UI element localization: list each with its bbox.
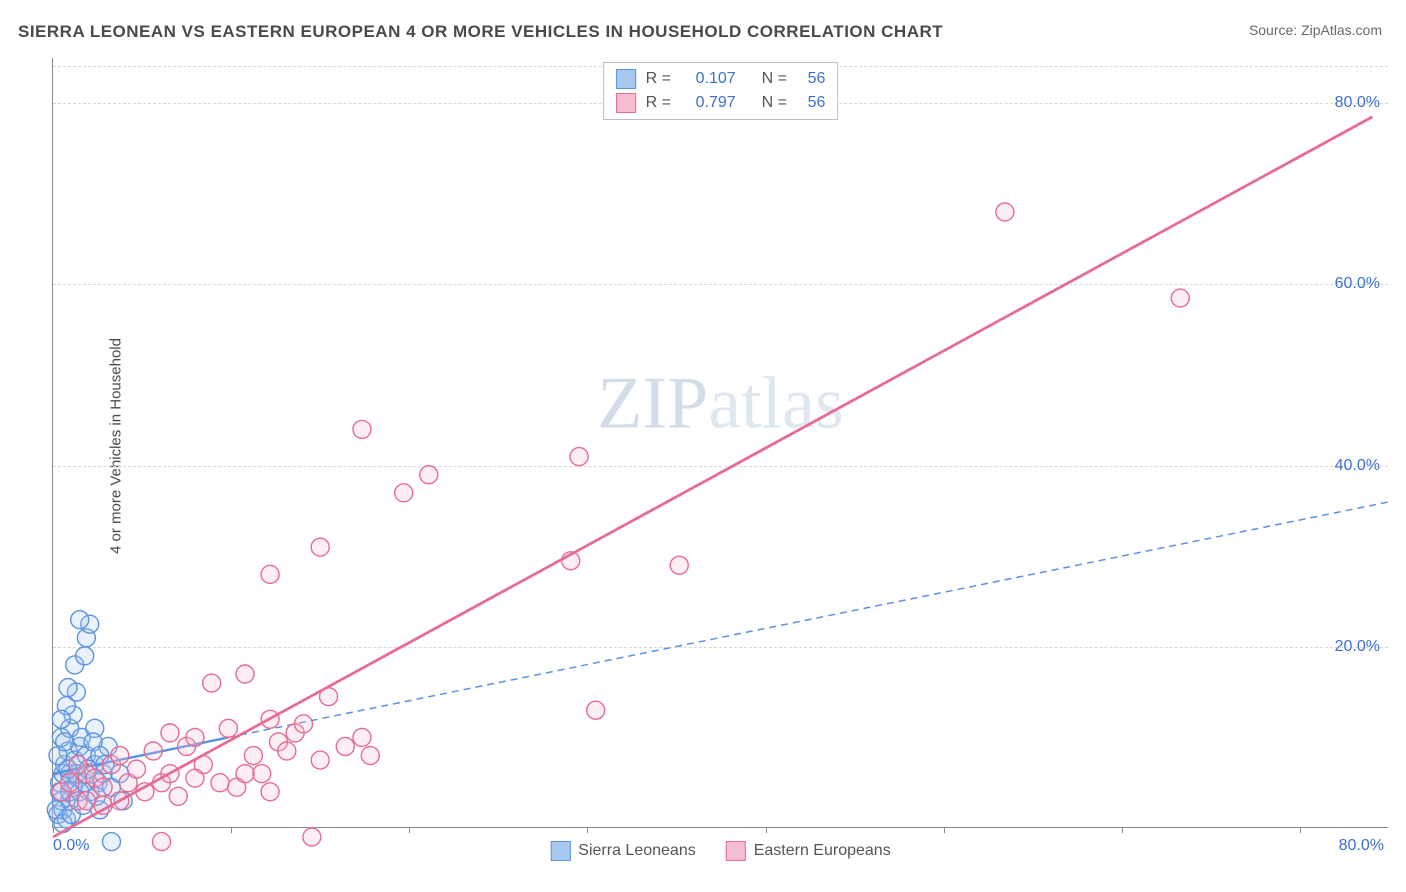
data-point (261, 783, 279, 801)
plot-area: ZIPatlas 20.0%40.0%60.0%80.0% 0.0% 80.0%… (52, 58, 1388, 828)
data-point (587, 701, 605, 719)
legend-label: Sierra Leoneans (578, 842, 695, 860)
data-point (56, 733, 74, 751)
data-point (186, 728, 204, 746)
data-point (261, 565, 279, 583)
data-point (278, 742, 296, 760)
source-label: Source: (1249, 22, 1297, 38)
data-point (336, 737, 354, 755)
legend-label: Eastern Europeans (754, 842, 891, 860)
data-point (186, 769, 204, 787)
x-tick (766, 827, 767, 833)
data-point (244, 747, 262, 765)
data-point (1171, 289, 1189, 307)
legend-row: R = 0.797 N = 56 (616, 91, 826, 115)
data-point (128, 760, 146, 778)
data-point (996, 203, 1014, 221)
legend-swatch (616, 93, 636, 113)
data-point (94, 778, 112, 796)
x-tick (409, 827, 410, 833)
x-tick (1300, 827, 1301, 833)
x-tick (944, 827, 945, 833)
data-point (153, 833, 171, 851)
data-point (203, 674, 221, 692)
x-tick (53, 827, 54, 833)
data-point (303, 828, 321, 846)
x-tick (587, 827, 588, 833)
legend-item: Eastern Europeans (726, 841, 891, 861)
data-point (71, 611, 89, 629)
chart-svg (53, 58, 1388, 827)
data-point (211, 774, 229, 792)
data-point (52, 710, 70, 728)
n-value: 56 (808, 94, 826, 112)
chart-container: SIERRA LEONEAN VS EASTERN EUROPEAN 4 OR … (0, 0, 1406, 892)
x-tick (1122, 827, 1123, 833)
x-axis-min-label: 0.0% (53, 837, 89, 855)
data-point (219, 719, 237, 737)
data-point (395, 484, 413, 502)
x-tick (231, 827, 232, 833)
data-point (61, 774, 79, 792)
trend-line-extension (228, 502, 1389, 738)
r-value: 0.797 (696, 94, 752, 112)
data-point (102, 833, 120, 851)
data-point (311, 751, 329, 769)
data-point (670, 556, 688, 574)
data-point (161, 724, 179, 742)
n-value: 56 (808, 70, 826, 88)
legend-swatch (726, 841, 746, 861)
data-point (69, 756, 87, 774)
data-point (361, 747, 379, 765)
data-point (236, 665, 254, 683)
r-label: R = (646, 94, 686, 112)
data-point (59, 679, 77, 697)
data-point (76, 647, 94, 665)
series-legend: Sierra Leoneans Eastern Europeans (550, 841, 890, 861)
chart-title: SIERRA LEONEAN VS EASTERN EUROPEAN 4 OR … (18, 22, 943, 42)
r-value: 0.107 (696, 70, 752, 88)
legend-row: R = 0.107 N = 56 (616, 67, 826, 91)
data-point (169, 787, 187, 805)
data-point (353, 420, 371, 438)
data-point (77, 792, 95, 810)
data-point (111, 747, 129, 765)
data-point (420, 466, 438, 484)
legend-item: Sierra Leoneans (550, 841, 695, 861)
trend-line (53, 117, 1372, 837)
correlation-legend: R = 0.107 N = 56 R = 0.797 N = 56 (603, 62, 839, 120)
n-label: N = (762, 94, 798, 112)
data-point (236, 765, 254, 783)
data-point (311, 538, 329, 556)
source-attribution: Source: ZipAtlas.com (1249, 22, 1382, 38)
data-point (253, 765, 271, 783)
r-label: R = (646, 70, 686, 88)
n-label: N = (762, 70, 798, 88)
data-point (144, 742, 162, 760)
source-value: ZipAtlas.com (1301, 22, 1382, 38)
legend-swatch (550, 841, 570, 861)
data-point (295, 715, 313, 733)
legend-swatch (616, 69, 636, 89)
data-point (570, 448, 588, 466)
data-point (353, 728, 371, 746)
x-axis-max-label: 80.0% (1339, 837, 1384, 855)
